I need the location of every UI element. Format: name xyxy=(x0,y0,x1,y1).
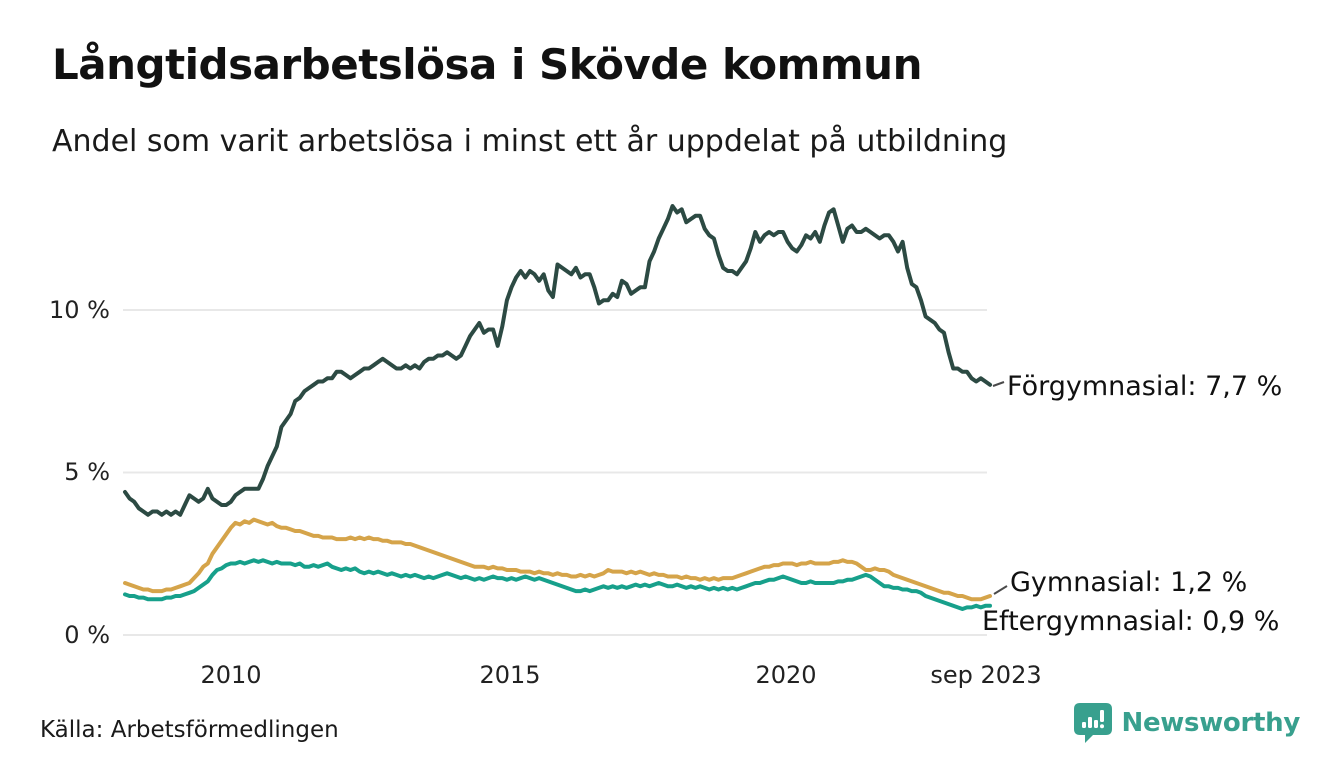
y-axis-label-10: 10 % xyxy=(49,296,110,324)
source-note: Källa: Arbetsförmedlingen xyxy=(40,717,339,743)
y-axis-label-5: 5 % xyxy=(64,458,110,486)
x-axis-label-2020: 2020 xyxy=(755,661,817,689)
series-line-gymnasial xyxy=(123,517,992,602)
series-line-forgymnasial xyxy=(123,204,992,517)
newsworthy-logo-icon xyxy=(1073,703,1112,743)
label-connector-gymnasial xyxy=(993,585,1008,595)
x-axis-label-sep-2023: sep 2023 xyxy=(930,661,1042,689)
x-axis-label-2010: 2010 xyxy=(200,661,262,689)
page-title: Långtidsarbetslösa i Skövde kommun xyxy=(52,40,922,89)
newsworthy-logo: Newsworthy xyxy=(1073,702,1300,744)
series-end-label-forgymnasial: Förgymnasial: 7,7 % xyxy=(1007,371,1283,402)
chart-subtitle: Andel som varit arbetslösa i minst ett å… xyxy=(52,124,1008,159)
label-connector-forgymnasial xyxy=(992,381,1005,387)
series-end-label-gymnasial: Gymnasial: 1,2 % xyxy=(1010,567,1248,598)
x-axis-label-2015: 2015 xyxy=(479,661,541,689)
y-axis-label-0: 0 % xyxy=(64,621,110,649)
series-end-label-eftergymnasial: Eftergymnasial: 0,9 % xyxy=(982,606,1280,637)
series-line-eftergymnasial xyxy=(123,558,992,611)
newsworthy-logo-text: Newsworthy xyxy=(1121,708,1301,738)
